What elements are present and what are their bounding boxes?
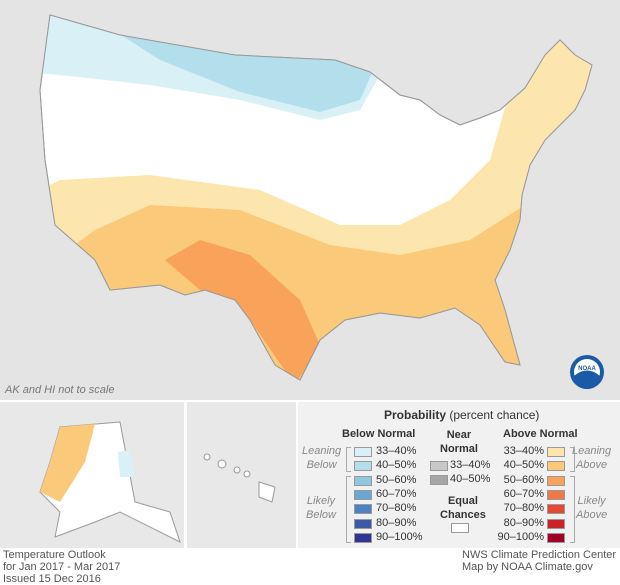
above-swatch: [547, 461, 565, 472]
outlook-title: Temperature Outlook: [3, 549, 106, 561]
bracket: [570, 447, 575, 472]
below-range-label: 50–60%: [376, 473, 417, 486]
above-swatch: [547, 532, 565, 543]
likely-above-label: Likely: [577, 495, 606, 507]
bracket: [346, 447, 351, 472]
noaa-logo: [570, 355, 604, 389]
above-range-label: 80–90%: [503, 516, 544, 529]
above-normal-heading: Above Normal: [503, 428, 578, 440]
near-range-label: 40–50%: [450, 473, 491, 486]
legend: Probability (percent chance) Below Norma…: [298, 402, 620, 548]
legend-subtitle: (percent chance): [449, 408, 540, 422]
above-range-label: 60–70%: [503, 487, 544, 500]
footer-right: NWS Climate Prediction Center Map by NOAA…: [462, 549, 616, 573]
equal-chances-heading: Equal: [447, 495, 478, 507]
below-range-label: 80–90%: [376, 516, 417, 529]
likely-above-label-2: Above: [576, 509, 608, 521]
below-swatch: [354, 532, 372, 543]
below-swatch: [354, 504, 372, 515]
likely-below-label: Likely: [306, 495, 336, 507]
above-swatch: [547, 475, 565, 486]
above-swatch: [547, 489, 565, 500]
below-normal-heading: Below Normal: [342, 428, 416, 440]
issue-date: Issued 15 Dec 2016: [3, 573, 101, 585]
above-swatch: [547, 447, 565, 457]
noaa-logo-text: NOAA: [578, 366, 596, 372]
leaning-below-label-2: Below: [306, 459, 337, 471]
below-range-label: 90–100%: [376, 530, 423, 543]
below-swatch: [354, 489, 372, 500]
footer-left: Temperature Outlook for Jan 2017 - Mar 20…: [3, 549, 120, 585]
below-range-label: 60–70%: [376, 487, 417, 500]
conus-map: NOAA: [0, 0, 620, 400]
outlook-period: for Jan 2017 - Mar 2017: [3, 561, 121, 573]
above-swatch: [547, 518, 565, 529]
above-range-label: 90–100%: [497, 530, 545, 543]
credit-climate-gov: Map by NOAA Climate.gov: [462, 561, 593, 573]
below-range-label: 33–40%: [376, 445, 417, 457]
near-normal-heading: Near: [446, 429, 472, 441]
above-swatch: [547, 504, 565, 515]
below-range-label: 40–50%: [376, 459, 417, 472]
above-range-label: 70–80%: [503, 502, 544, 515]
conus-outlook-svg: [39, 14, 604, 389]
near-normal-heading-2: Normal: [440, 443, 478, 455]
above-range-label: 33–40%: [503, 445, 544, 457]
above-range-label: 40–50%: [503, 459, 544, 472]
scale-note: AK and HI not to scale: [5, 384, 115, 396]
equal-chances-heading-2: Chances: [440, 509, 486, 521]
near-swatch: [430, 461, 448, 471]
likely-below-label-2: Below: [306, 509, 336, 521]
alaska-inset: [0, 402, 184, 548]
below-swatch: [354, 461, 372, 472]
bracket: [346, 476, 351, 543]
above-range-label: 50–60%: [503, 473, 544, 486]
below-swatch: [354, 475, 372, 486]
credit-cpc: NWS Climate Prediction Center: [462, 549, 617, 561]
legend-title: Probability: [384, 408, 447, 422]
equal-chances-swatch: [451, 523, 469, 533]
near-swatch: [430, 475, 448, 486]
below-swatch: [354, 518, 372, 529]
leaning-above-label: Leaning: [572, 445, 612, 457]
below-range-label: 70–80%: [376, 502, 417, 515]
near-range-label: 33–40%: [450, 459, 491, 471]
hawaii-inset: [187, 402, 296, 548]
bracket: [570, 476, 575, 543]
below-swatch: [354, 447, 372, 457]
leaning-above-label-2: Above: [575, 459, 608, 471]
leaning-below-label: Leaning: [302, 445, 342, 457]
